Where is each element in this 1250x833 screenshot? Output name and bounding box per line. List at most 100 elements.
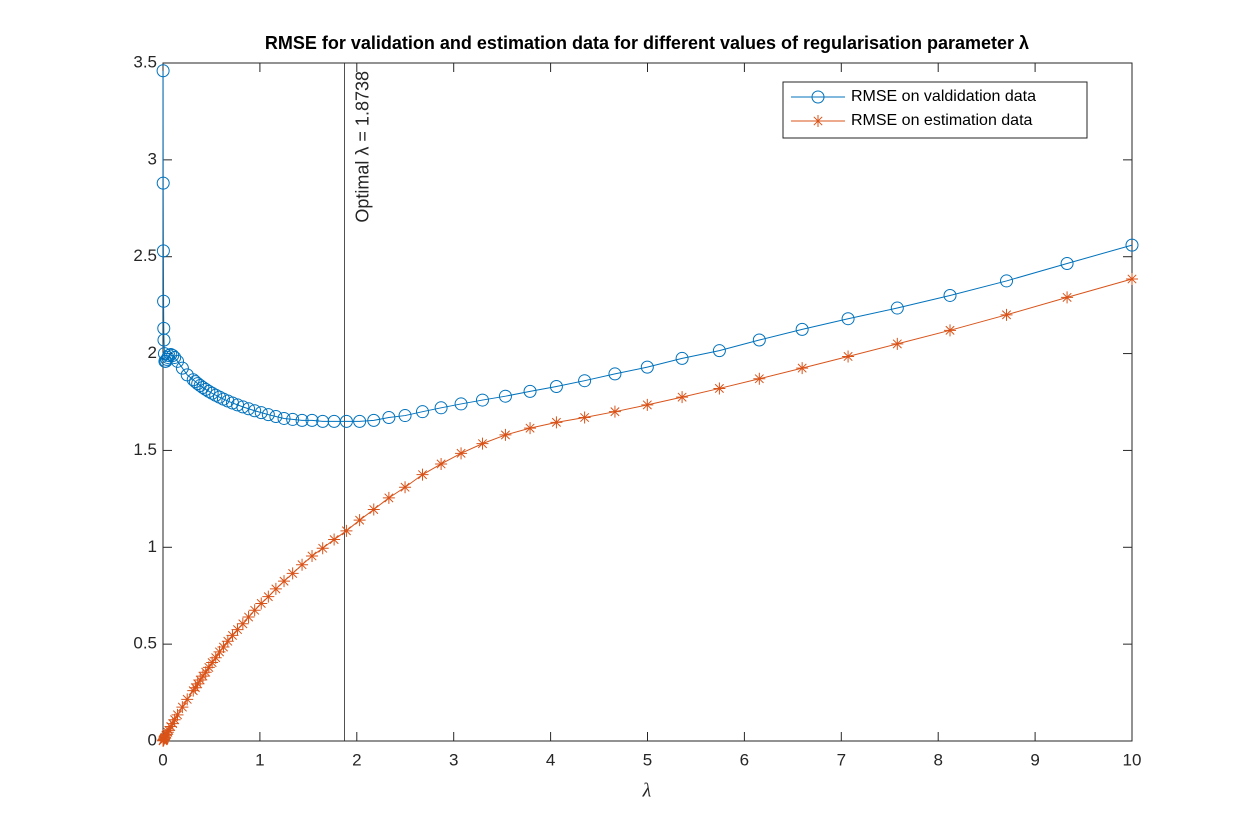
axes-box <box>162 62 1133 742</box>
point <box>156 244 170 258</box>
point <box>327 414 341 428</box>
point <box>1000 274 1014 288</box>
point <box>306 550 319 563</box>
point <box>202 661 215 674</box>
x-tick-label: 4 <box>546 750 555 769</box>
point <box>305 413 319 427</box>
point <box>578 411 591 424</box>
point <box>217 641 230 654</box>
point <box>641 398 654 411</box>
point <box>1000 308 1013 321</box>
y-tick-label: 3.5 <box>133 52 157 71</box>
legend-label: RMSE on estimation data <box>851 112 1033 129</box>
point <box>175 361 189 375</box>
point <box>226 629 239 642</box>
point <box>296 558 309 571</box>
point <box>199 666 212 679</box>
point <box>254 406 268 420</box>
point <box>205 386 219 400</box>
point <box>191 377 205 391</box>
point <box>841 312 855 326</box>
point <box>435 457 448 470</box>
point <box>158 354 172 368</box>
point <box>171 708 184 721</box>
point <box>189 681 202 694</box>
point <box>209 651 222 664</box>
point <box>159 729 172 742</box>
point <box>164 720 177 733</box>
point <box>399 481 412 494</box>
point <box>236 617 249 630</box>
point <box>156 176 170 190</box>
x-tick-label: 9 <box>1030 750 1039 769</box>
point <box>157 347 171 361</box>
point <box>753 372 766 385</box>
point <box>498 389 512 403</box>
point <box>286 567 299 580</box>
point <box>316 414 330 428</box>
point <box>180 368 194 382</box>
x-tick-label: 7 <box>837 750 846 769</box>
point <box>194 673 207 686</box>
point <box>752 333 766 347</box>
point <box>196 670 209 683</box>
point <box>676 391 689 404</box>
point <box>550 416 563 429</box>
point <box>269 410 283 424</box>
point <box>713 382 726 395</box>
y-tick-label: 0.5 <box>133 634 157 653</box>
point <box>712 344 726 358</box>
point <box>434 401 448 415</box>
point <box>157 321 171 335</box>
x-tick-label: 2 <box>352 750 361 769</box>
point <box>191 677 204 690</box>
point <box>209 388 223 402</box>
point <box>382 491 395 504</box>
point <box>248 604 261 617</box>
y-tick-label: 0 <box>148 730 157 749</box>
point <box>608 367 622 381</box>
point <box>523 384 537 398</box>
x-tick-label: 3 <box>449 750 458 769</box>
point <box>168 713 181 726</box>
point <box>187 684 200 697</box>
point <box>890 301 904 315</box>
point <box>524 422 537 435</box>
point <box>476 437 489 450</box>
point <box>549 380 563 394</box>
legend-marker <box>812 115 824 127</box>
y-tick-label: 1 <box>148 537 157 556</box>
point <box>1126 272 1138 285</box>
legend-label: RMSE on valdidation data <box>851 88 1036 105</box>
point <box>353 414 367 428</box>
point <box>206 656 219 669</box>
point <box>316 542 329 555</box>
point <box>269 582 282 595</box>
point <box>842 350 855 363</box>
point <box>353 514 366 527</box>
x-tick-label: 5 <box>643 750 652 769</box>
point <box>578 374 592 388</box>
y-tick-label: 2 <box>148 343 157 362</box>
point <box>367 503 380 516</box>
point <box>795 322 809 336</box>
point <box>255 597 268 610</box>
point <box>943 288 957 302</box>
point <box>176 701 189 714</box>
point <box>188 375 202 389</box>
x-tick-label: 0 <box>158 750 167 769</box>
x-tick-label: 1 <box>255 750 264 769</box>
point <box>286 412 300 426</box>
point <box>944 324 957 337</box>
point <box>475 393 489 407</box>
x-tick-label: 10 <box>1123 750 1142 769</box>
point <box>295 413 309 427</box>
point <box>891 337 904 350</box>
point <box>156 64 170 78</box>
y-tick-label: 1.5 <box>133 440 157 459</box>
point <box>262 590 275 603</box>
point <box>261 408 275 422</box>
x-tick-label: 6 <box>740 750 749 769</box>
point <box>398 409 412 423</box>
